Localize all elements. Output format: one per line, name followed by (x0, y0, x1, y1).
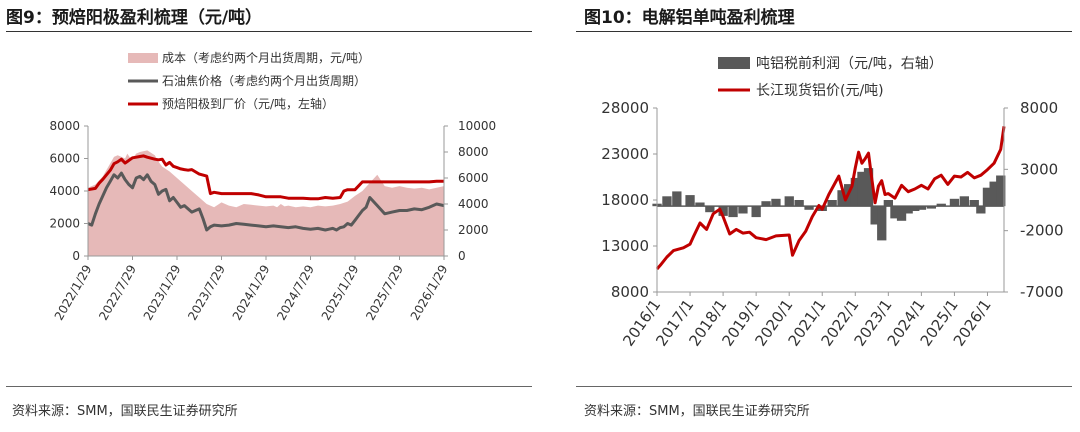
left-y-tick-label: 0 (72, 249, 80, 263)
right-y-tick-label: 4000 (458, 197, 489, 211)
x-tick-label: 2023/1/29 (141, 263, 184, 323)
left-y-tick-label: 13000 (601, 237, 649, 255)
profit-bar (959, 196, 969, 207)
profit-bar (804, 206, 814, 210)
profit-bar (751, 206, 761, 218)
profit-bar (662, 196, 672, 207)
left-y-tick-label: 6000 (49, 152, 80, 166)
left-y-tick-label: 4000 (49, 184, 80, 198)
profit-bar (685, 195, 695, 207)
title-rule (576, 31, 1072, 32)
series-anode-line (87, 154, 444, 201)
left-y-tick-label: 23000 (601, 145, 649, 163)
right-y-tick-label: 3000 (1020, 160, 1058, 178)
right-y-tick-label: 8000 (458, 145, 489, 159)
profit-bar (877, 206, 887, 241)
profit-bar (926, 206, 936, 209)
right-y-tick-label: 6000 (458, 171, 489, 185)
series-coke-line (87, 171, 445, 232)
profit-bar (672, 191, 682, 207)
right-y-tick-label: -7000 (1020, 283, 1064, 301)
profit-bar (969, 200, 979, 207)
profit-bar (910, 206, 920, 211)
x-tick-label: 2022/7/29 (96, 263, 139, 323)
source-note: 资料来源：SMM，国联民生证券研究所 (12, 404, 238, 419)
source-rule (6, 386, 532, 387)
profit-bar (738, 206, 748, 214)
x-tick-label: 2022/1/29 (52, 263, 95, 323)
source-rule (576, 386, 1072, 387)
profit-bar (883, 200, 893, 207)
profit-bar (695, 202, 705, 207)
profit-bar (705, 206, 715, 213)
left-y-tick-label: 18000 (601, 191, 649, 209)
left-y-tick-label: 2000 (49, 217, 80, 231)
figure-title: 图10：电解铝单吨盈利梳理 (584, 8, 795, 28)
left-y-tick-label: 8000 (611, 283, 649, 301)
right-y-tick-label: 0 (458, 249, 466, 263)
x-tick-label: 2024/7/29 (274, 263, 317, 323)
title-rule (6, 31, 532, 32)
x-tick-label: 2023/7/29 (185, 263, 228, 323)
left-y-tick-label: 8000 (49, 119, 80, 133)
profit-bar (837, 190, 847, 207)
profit-bar (989, 181, 999, 207)
right-y-tick-label: -2000 (1020, 222, 1064, 240)
profit-bar (976, 206, 986, 214)
profit-bar (949, 198, 960, 207)
right-figure-panel: 图10：电解铝单吨盈利梳理 吨铝税前利润（元/吨，右轴） 长江现货铝价(元/吨) 8… (568, 0, 1080, 432)
legend-swatch-cost (128, 53, 158, 63)
profit-bar (857, 171, 867, 207)
figure-title: 图9：预焙阳极盈利梳理（元/吨） (6, 8, 263, 28)
legend-label-coke: 石油焦价格（考虑约两个月出货周期） (162, 73, 366, 88)
legend-swatch-profit (718, 57, 750, 69)
x-tick-label: 2025/7/29 (363, 263, 406, 323)
legend-label-cost: 成本（考虑约两个月出货周期，元/吨） (162, 50, 370, 65)
profit-bar (936, 203, 946, 207)
source-note: 资料来源：SMM，国联民生证券研究所 (584, 404, 810, 419)
profit-bar (896, 206, 907, 221)
profit-bar (996, 175, 1006, 207)
profit-bar (890, 206, 900, 219)
profit-bar (761, 201, 771, 207)
right-y-tick-label: 10000 (458, 119, 496, 133)
profit-bar (784, 196, 794, 207)
profit-bar (903, 206, 913, 214)
profit-bar (794, 200, 804, 207)
profit-bar (850, 177, 860, 207)
series-price-line (655, 126, 1006, 270)
x-tick-label: 2025/1/29 (319, 263, 362, 323)
series-cost-area (88, 150, 444, 256)
profit-bar (771, 198, 781, 207)
x-tick-label: 2024/1/29 (230, 263, 273, 323)
profit-bar (827, 200, 837, 207)
profit-bar (870, 206, 880, 225)
legend-label-profit: 吨铝税前利润（元/吨，右轴） (756, 55, 943, 72)
legend-label-price: 长江现货铝价(元/吨) (756, 82, 884, 99)
left-y-tick-label: 28000 (601, 99, 649, 117)
x-tick-label: 2026/1/29 (408, 263, 451, 323)
profit-bar (863, 168, 874, 207)
anode-profit-chart: 成本（考虑约两个月出货周期，元/吨） 石油焦价格（考虑约两个月出货周期） 预焙阳极到… (49, 50, 496, 323)
profit-bar (916, 206, 927, 210)
profit-bar (718, 206, 728, 216)
profit-bar (728, 206, 738, 218)
right-y-tick-label: 2000 (458, 223, 489, 237)
legend-label-anode: 预焙阳极到厂价（元/吨，左轴） (162, 96, 334, 111)
aluminum-profit-chart: 吨铝税前利润（元/吨，右轴） 长江现货铝价(元/吨) 8000 13000 18000 2… (601, 55, 1064, 350)
left-figure-panel: 图9：预焙阳极盈利梳理（元/吨） 成本（考虑约两个月出货周期，元/吨） 石油焦价格… (6, 8, 532, 419)
profit-bar (982, 187, 993, 207)
right-y-tick-label: 8000 (1020, 99, 1058, 117)
